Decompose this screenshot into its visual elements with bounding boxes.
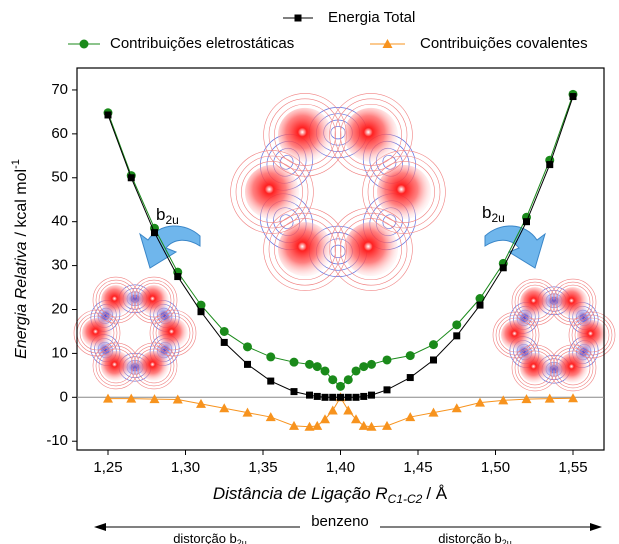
marker xyxy=(384,386,391,393)
arrow-label: b2u xyxy=(482,203,505,225)
marker xyxy=(305,360,314,369)
marker xyxy=(336,382,345,391)
legend-label: Contribuições eletrostáticas xyxy=(110,35,294,52)
atom xyxy=(558,287,588,317)
arrow-label: b2u xyxy=(156,205,179,227)
x-axis-label: Distância de Ligação RC1-C2/ Å xyxy=(213,484,448,506)
atom xyxy=(377,165,431,219)
marker xyxy=(368,392,375,399)
atom xyxy=(558,353,588,383)
y-tick-label: 20 xyxy=(51,300,68,317)
marker xyxy=(198,308,205,315)
atom xyxy=(520,353,550,383)
marker xyxy=(407,374,414,381)
legend-label: Contribuições covalentes xyxy=(420,35,588,52)
marker xyxy=(314,393,321,400)
marker xyxy=(382,421,392,430)
marker xyxy=(344,375,353,384)
distortion-label: distorção b2u xyxy=(438,531,512,544)
marker xyxy=(523,218,530,225)
marker xyxy=(289,421,299,430)
marker xyxy=(546,161,553,168)
chart: b2u b2u Energia Relativa/ kcal mol-1 Dis… xyxy=(0,0,619,544)
atom xyxy=(278,108,332,162)
marker xyxy=(570,93,577,100)
atom xyxy=(158,318,188,348)
atom xyxy=(139,285,169,315)
marker xyxy=(328,405,338,414)
marker xyxy=(429,340,438,349)
y-tick-label: 40 xyxy=(51,213,68,230)
marker xyxy=(80,40,89,49)
marker xyxy=(243,342,252,351)
y-tick-label: 60 xyxy=(51,125,68,142)
atom xyxy=(344,108,398,162)
atom xyxy=(245,165,299,219)
marker xyxy=(500,264,507,271)
marker xyxy=(221,339,228,346)
marker xyxy=(477,302,484,309)
marker xyxy=(174,273,181,280)
marker xyxy=(290,358,299,367)
marker xyxy=(453,332,460,339)
atom xyxy=(278,222,332,276)
marker xyxy=(105,111,112,118)
x-tick-label: 1,40 xyxy=(326,459,355,476)
marker xyxy=(266,352,275,361)
atom xyxy=(139,351,169,381)
x-tick-label: 1,45 xyxy=(403,459,432,476)
marker xyxy=(322,394,329,401)
marker xyxy=(321,366,330,375)
marker xyxy=(220,327,229,336)
x-tick-label: 1,50 xyxy=(481,459,510,476)
marker xyxy=(452,320,461,329)
marker xyxy=(406,351,415,360)
marker xyxy=(352,366,361,375)
marker xyxy=(360,393,367,400)
atom xyxy=(577,320,607,350)
marker xyxy=(267,378,274,385)
marker xyxy=(313,362,322,371)
x-tick-label: 1,55 xyxy=(558,459,587,476)
x-tick-label: 1,25 xyxy=(93,459,122,476)
distortion-label: distorção b2u xyxy=(173,531,247,544)
atom xyxy=(520,287,550,317)
bond-contour xyxy=(331,126,345,139)
marker xyxy=(291,388,298,395)
marker xyxy=(128,174,135,181)
marker xyxy=(359,362,368,371)
marker xyxy=(353,394,360,401)
marker xyxy=(329,394,336,401)
y-axis-label: Energia Relativa/ kcal mol-1 xyxy=(10,159,30,359)
y-tick-label: 10 xyxy=(51,344,68,361)
atom xyxy=(344,222,398,276)
marker xyxy=(328,375,337,384)
bond-contour xyxy=(331,245,345,258)
atom xyxy=(82,318,112,348)
marker xyxy=(367,360,376,369)
x-tick-label: 1,30 xyxy=(171,459,200,476)
marker xyxy=(345,394,352,401)
y-tick-label: -10 xyxy=(46,432,68,449)
marker xyxy=(151,229,158,236)
y-tick-label: 30 xyxy=(51,257,68,274)
y-tick-label: 0 xyxy=(60,388,68,405)
marker xyxy=(244,361,251,368)
marker xyxy=(295,15,302,22)
marker xyxy=(430,356,437,363)
atom xyxy=(501,320,531,350)
legend-label: Energia Total xyxy=(328,9,415,26)
atom xyxy=(101,285,131,315)
center-label: benzeno xyxy=(311,513,369,530)
marker xyxy=(383,355,392,364)
x-tick-label: 1,35 xyxy=(248,459,277,476)
y-tick-label: 50 xyxy=(51,169,68,186)
marker xyxy=(306,392,313,399)
atom xyxy=(101,351,131,381)
marker xyxy=(343,405,353,414)
y-tick-label: 70 xyxy=(51,81,68,98)
arrow-right xyxy=(485,226,545,268)
marker xyxy=(337,394,344,401)
